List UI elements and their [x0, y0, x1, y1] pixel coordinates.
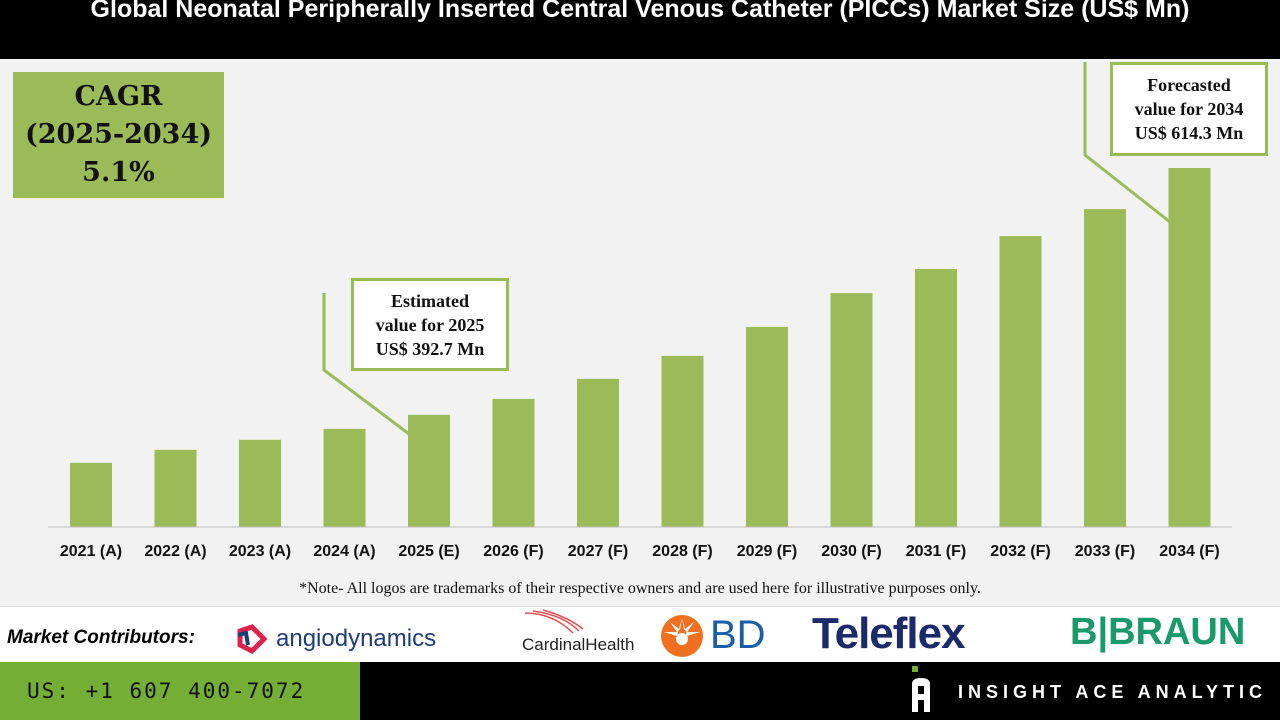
x-tick-label: 2029 (F) — [737, 543, 797, 560]
bar-2026 — [492, 398, 535, 527]
bar-2032 — [999, 236, 1042, 527]
cagr-box: CAGR (2025-2034) 5.1% — [13, 72, 224, 198]
x-tick-label: 2034 (F) — [1159, 543, 1219, 560]
trademark-note: *Note- All logos are trademarks of their… — [299, 580, 981, 597]
bar-2028 — [661, 355, 704, 527]
callout-line: Forecasted — [1147, 75, 1231, 95]
phone-band: US: +1 607 400-7072 — [0, 662, 360, 720]
estimated-leader-line — [322, 293, 410, 436]
x-tick-label: 2033 (F) — [1075, 543, 1135, 560]
bbraun-logo: B|BRAUN — [1070, 611, 1245, 654]
angiodynamics-icon — [237, 624, 268, 655]
callout-line: Estimated — [391, 291, 469, 311]
bbraun-text: B|BRAUN — [1070, 611, 1246, 653]
angiodynamics-text: angiodynamics — [276, 625, 437, 652]
x-tick-label: 2030 (F) — [821, 543, 881, 560]
x-tick-label: 2025 (E) — [398, 543, 459, 560]
bar-2031 — [915, 269, 957, 527]
bar-2021 — [70, 462, 112, 527]
phone-number: US: +1 607 400-7072 — [27, 679, 306, 703]
cagr-value: 5.1% — [82, 157, 155, 188]
bar-2033 — [1084, 209, 1126, 527]
bd-logo: BD — [660, 613, 766, 658]
cardinal-swoosh-icon — [525, 609, 584, 634]
forecast-callout: Forecasted value for 2034 US$ 614.3 Mn — [1110, 62, 1268, 156]
bar-2029 — [746, 326, 788, 527]
x-tick-label: 2024 (A) — [313, 543, 375, 560]
estimated-callout: Estimated value for 2025 US$ 392.7 Mn — [351, 278, 509, 371]
x-tick-label: 2027 (F) — [568, 543, 628, 560]
bar-2024 — [323, 428, 366, 527]
cardinalhealth-logo: CardinalHealth — [482, 609, 634, 655]
insightace-logo-icon — [912, 666, 930, 712]
chart-title: Global Neonatal Peripherally Inserted Ce… — [90, 0, 1190, 23]
bar-2027 — [577, 378, 619, 527]
contributors-label: Market Contributors: — [7, 627, 195, 648]
contributors-strip: Market Contributors: angiodynamics Cardi… — [0, 606, 1280, 662]
x-tick-label: 2028 (F) — [652, 543, 712, 560]
callout-line: value for 2034 — [1134, 99, 1244, 119]
bd-sunburst-icon — [661, 614, 703, 657]
bar-chart: 2021 (A) 2022 (A) 2023 (A) 2024 (A) 2025 (E)… — [48, 62, 1232, 560]
bar-2025 — [408, 414, 450, 527]
bar-2022 — [154, 449, 197, 527]
x-tick-label: 2023 (A) — [229, 543, 291, 560]
x-tick-label: 2032 (F) — [990, 543, 1050, 560]
teleflex-logo: Teleflex — [812, 609, 966, 659]
teleflex-text: Teleflex — [812, 609, 966, 658]
x-tick-label: 2031 (F) — [906, 543, 966, 560]
forecast-leader-line — [1083, 62, 1171, 224]
x-tick-label: 2021 (A) — [60, 543, 122, 560]
bar-2034 — [1168, 168, 1211, 527]
title-band: Global Neonatal Peripherally Inserted Ce… — [0, 0, 1280, 59]
callout-line: value for 2025 — [375, 315, 485, 335]
cardinalhealth-text: CardinalHealth — [522, 635, 635, 654]
brand-name: INSIGHT ACE ANALYTIC — [958, 682, 1268, 702]
cagr-period: (2025-2034) — [24, 119, 213, 150]
brand-band: INSIGHT ACE ANALYTIC — [360, 662, 1280, 720]
bd-text: BD — [710, 613, 766, 657]
bar-2030 — [830, 293, 873, 527]
bar-2023 — [239, 439, 281, 527]
cagr-label: CAGR — [74, 81, 163, 112]
callout-value: US$ 392.7 Mn — [375, 339, 485, 359]
x-tick-label: 2026 (F) — [483, 543, 543, 560]
angiodynamics-logo: angiodynamics — [234, 623, 436, 655]
x-tick-label: 2022 (A) — [144, 543, 206, 560]
callout-value: US$ 614.3 Mn — [1134, 123, 1244, 143]
